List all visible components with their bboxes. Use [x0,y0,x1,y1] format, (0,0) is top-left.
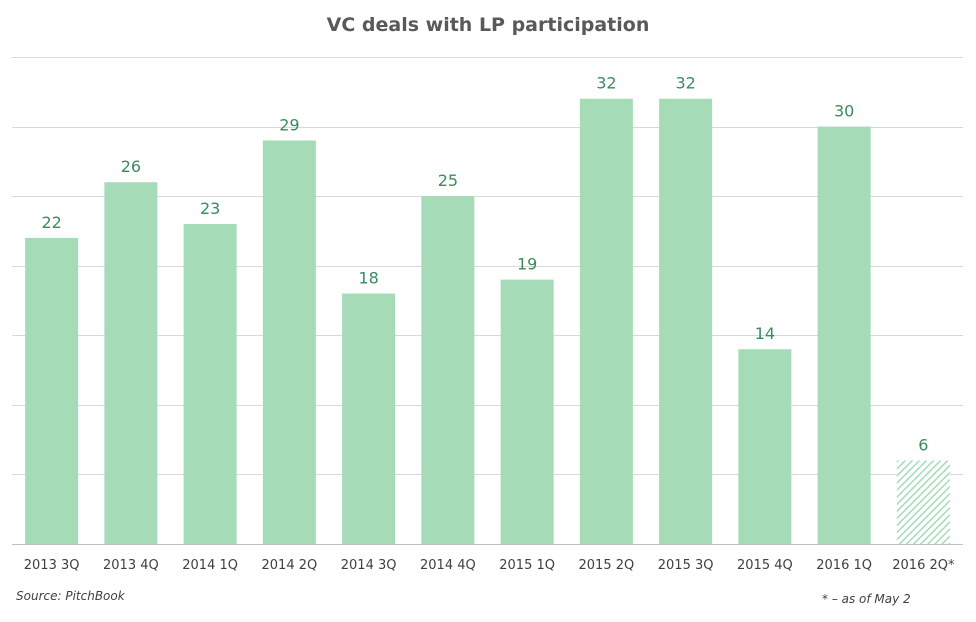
bar [262,140,316,544]
x-tick-label: 2013 3Q [24,558,80,573]
source-note: Source: PitchBook [16,589,125,603]
bar [817,126,871,545]
x-tick-label: 2015 2Q [579,558,635,573]
data-label: 32 [675,74,695,93]
data-label: 25 [438,171,458,190]
data-label: 6 [918,436,928,455]
gridlines [12,57,963,475]
x-tick-label: 2014 3Q [341,558,397,573]
bar [25,237,79,544]
bar [896,460,950,544]
bar [500,279,554,544]
x-tick-label: 2014 1Q [182,558,238,573]
x-axis-tick-labels: 2013 3Q 2013 4Q 2014 1Q 2014 2Q 2014 3Q 2014 … [24,558,955,573]
bar [104,182,158,544]
x-tick-label: 2016 2Q* [892,558,955,573]
bar [738,349,792,544]
bar [342,293,396,544]
bar [579,98,633,544]
data-label: 29 [279,115,299,134]
x-tick-label: 2014 4Q [420,558,476,573]
data-labels: 22 26 23 29 18 25 19 32 32 14 30 6 [41,74,928,455]
data-label: 26 [121,157,141,176]
x-tick-label: 2015 4Q [737,558,793,573]
x-tick-label: 2016 1Q [816,558,872,573]
bar [421,196,475,544]
data-label: 19 [517,255,537,274]
x-tick-label: 2014 2Q [262,558,318,573]
bar [659,98,713,544]
bars [25,98,950,545]
x-tick-label: 2015 1Q [499,558,555,573]
bar [183,223,237,544]
data-label: 30 [834,102,854,121]
data-label: 23 [200,199,220,218]
data-label: 22 [41,213,61,232]
x-tick-label: 2013 4Q [103,558,159,573]
data-label: 32 [596,74,616,93]
x-tick-label: 2015 3Q [658,558,714,573]
footnote: * – as of May 2 [822,592,911,606]
data-label: 18 [358,269,378,288]
chart-title: VC deals with LP participation [326,14,650,36]
data-label: 14 [755,324,775,343]
